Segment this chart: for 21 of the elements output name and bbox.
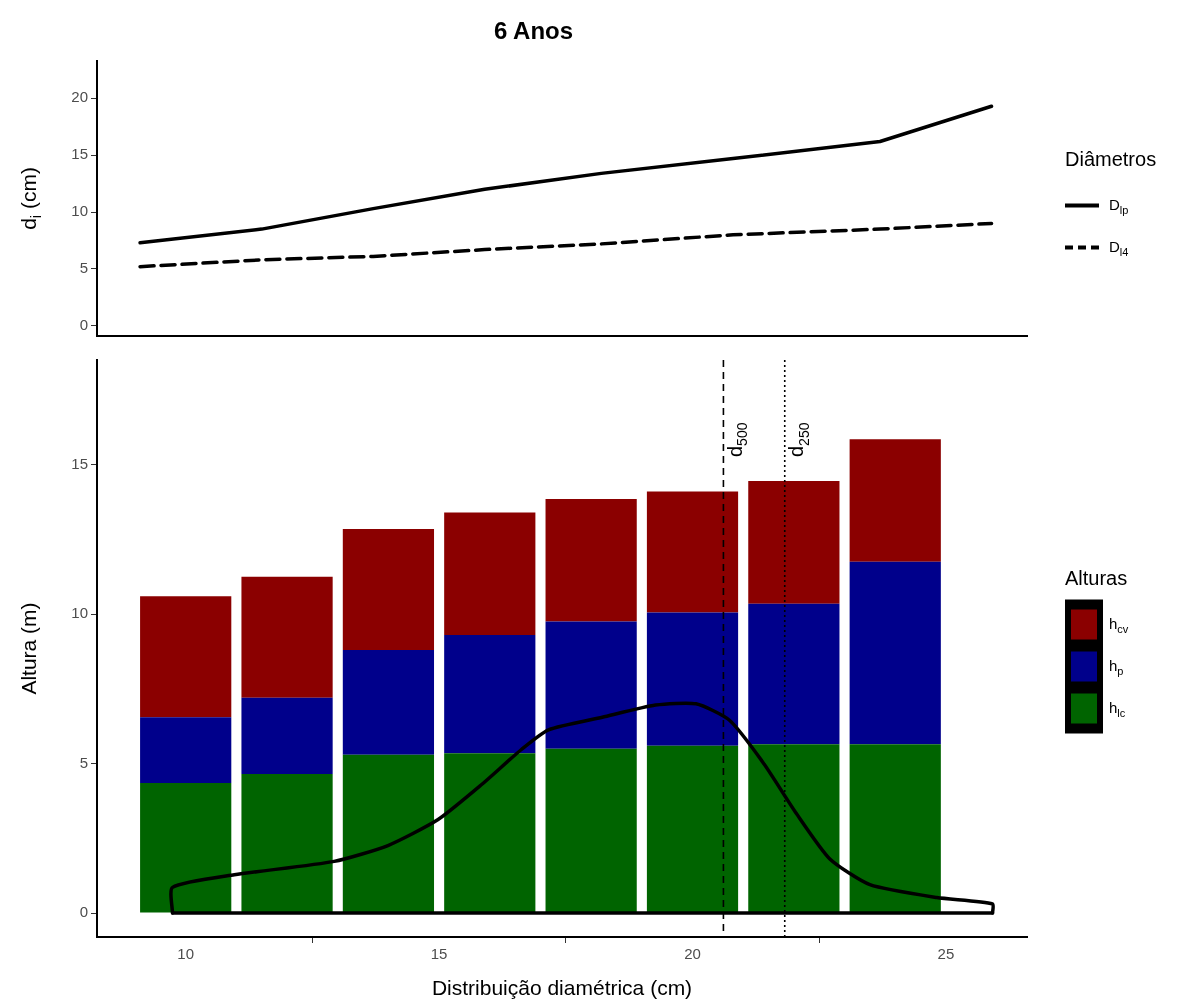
y-tick-label: 15 xyxy=(71,145,88,163)
ref-line-label: d250 xyxy=(785,422,812,457)
x-tick-label: 25 xyxy=(937,945,955,963)
y-tick-label: 5 xyxy=(79,259,88,277)
y-tick-label: 10 xyxy=(71,604,88,622)
y-tick-label: 20 xyxy=(71,88,88,106)
y-axis-title: Altura (m) xyxy=(16,602,40,695)
y-axis-title: di (cm) xyxy=(16,166,45,230)
x-tick-label: 10 xyxy=(177,945,195,963)
chart-title: 6 Anos xyxy=(493,17,574,45)
y-tick-label: 0 xyxy=(79,903,88,921)
x-tick-label: 20 xyxy=(684,945,701,963)
x-axis-title: Distribuição diamétrica (cm) xyxy=(431,975,693,999)
y-tick-label: 5 xyxy=(79,753,88,771)
y-tick-label: 15 xyxy=(71,454,88,472)
legend-title: Diâmetros xyxy=(1065,147,1157,170)
y-tick-label: 10 xyxy=(71,202,88,220)
legend-title: Alturas xyxy=(1065,567,1128,590)
y-tick-label: 0 xyxy=(79,315,88,333)
x-tick-label: 15 xyxy=(430,945,448,963)
ref-line-label: d500 xyxy=(723,422,751,457)
